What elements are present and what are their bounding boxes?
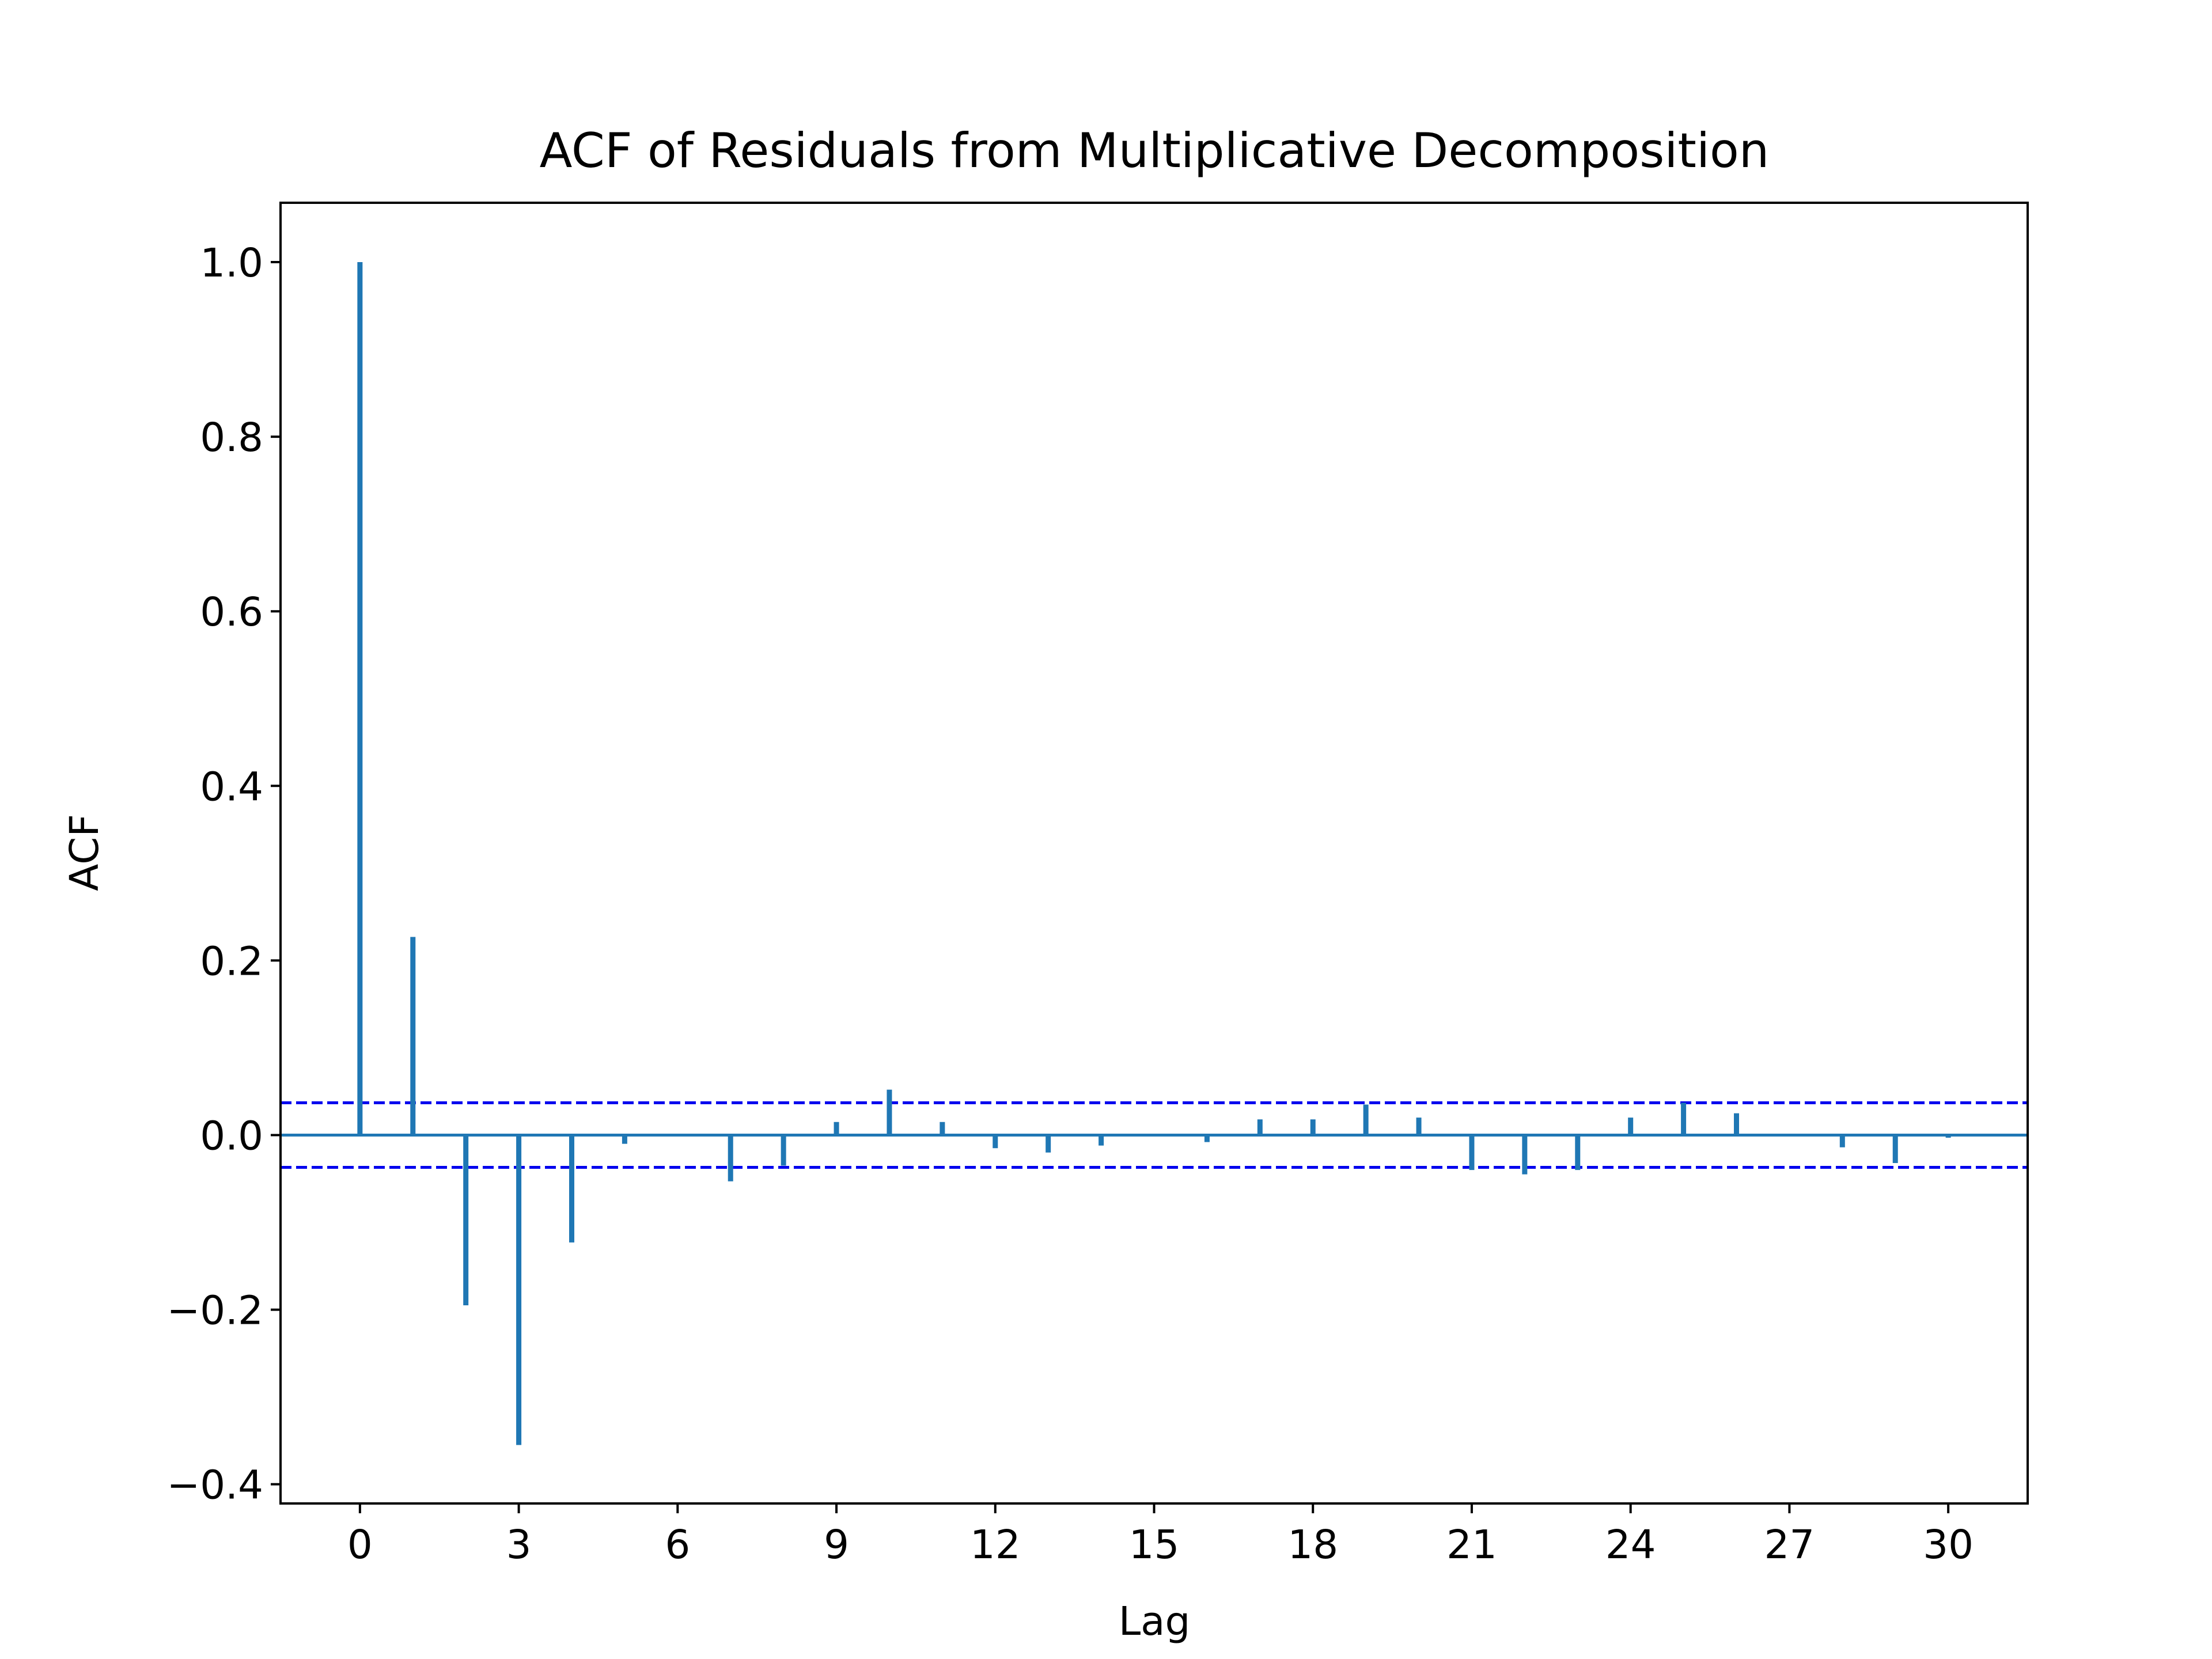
x-tick-label: 0: [347, 1522, 373, 1568]
y-tick-label: −0.4: [166, 1463, 263, 1509]
stem-series: [357, 262, 1951, 1445]
y-axis-ticks: 1.0 0.8 0.6 0.4 0.2 0.0 −0.2 −0.4: [166, 240, 281, 1509]
x-tick-label: 30: [1923, 1522, 1974, 1568]
chart-title: ACF of Residuals from Multiplicative Dec…: [540, 123, 1770, 179]
x-tick-label: 3: [506, 1522, 532, 1568]
x-tick-label: 9: [824, 1522, 849, 1568]
y-tick-label: 0.0: [200, 1113, 263, 1159]
y-tick-label: 1.0: [200, 240, 263, 286]
x-axis-ticks: 0 3 6 9 12 15 18 21 24 27 30: [347, 1503, 1974, 1568]
x-tick-label: 18: [1287, 1522, 1338, 1568]
y-tick-label: −0.2: [166, 1288, 263, 1334]
x-tick-label: 24: [1605, 1522, 1656, 1568]
x-tick-label: 15: [1129, 1522, 1180, 1568]
x-tick-label: 12: [970, 1522, 1021, 1568]
x-axis-label: Lag: [1119, 1599, 1191, 1645]
y-tick-label: 0.8: [200, 415, 263, 461]
y-axis-label: ACF: [62, 814, 108, 891]
y-tick-label: 0.2: [200, 938, 263, 984]
y-tick-label: 0.6: [200, 589, 263, 635]
x-tick-label: 27: [1764, 1522, 1815, 1568]
y-tick-label: 0.4: [200, 764, 263, 810]
x-tick-label: 6: [665, 1522, 690, 1568]
x-tick-label: 21: [1446, 1522, 1497, 1568]
